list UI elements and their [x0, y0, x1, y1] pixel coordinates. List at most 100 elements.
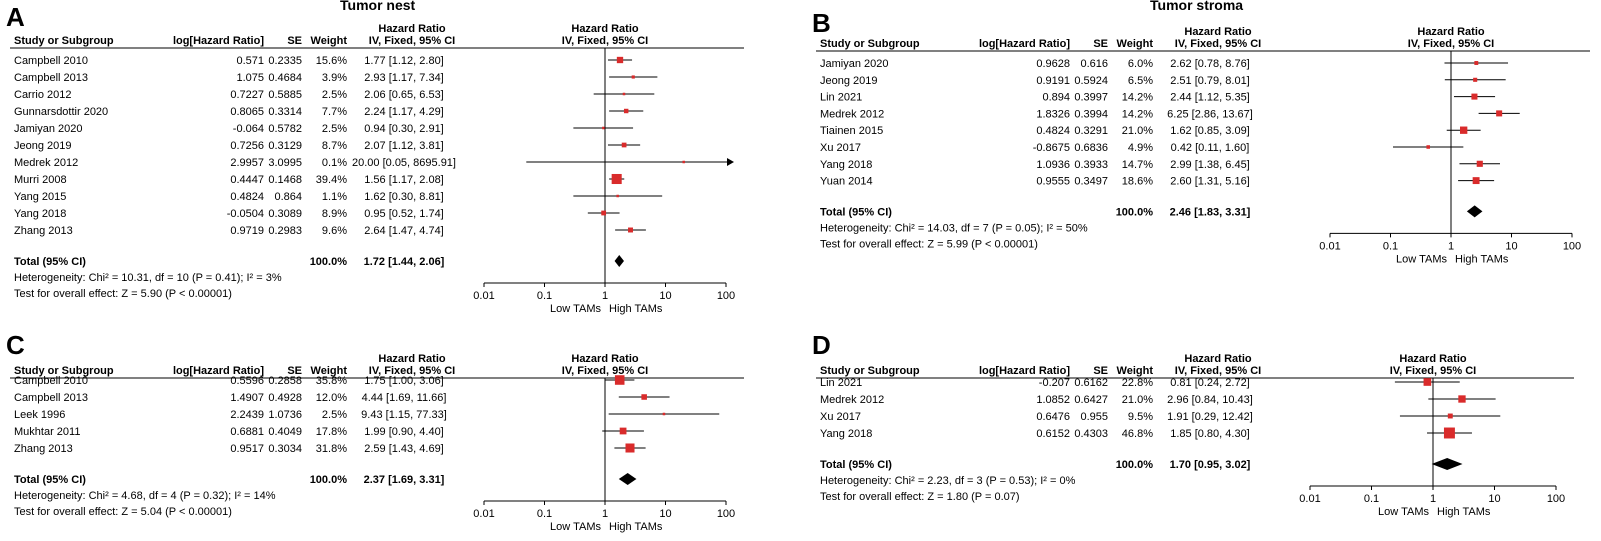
- study-log-hr: -0.8675: [1033, 142, 1070, 154]
- study-name: Medrek 2012: [820, 108, 884, 120]
- study-ci: 0.94 [0.30, 2.91]: [364, 123, 444, 135]
- study-marker: [1471, 93, 1478, 100]
- study-ci: 2.62 [0.78, 8.76]: [1170, 58, 1250, 70]
- study-log-hr: 0.9555: [1036, 176, 1070, 188]
- overall-effect-note: Test for overall effect: Z = 5.90 (P < 0…: [14, 288, 232, 300]
- study-log-hr: 0.894: [1042, 92, 1070, 104]
- study-se: 0.4928: [268, 392, 302, 404]
- study-weight: 14.2%: [1122, 92, 1153, 104]
- ci-overflow-arrow: [727, 158, 734, 166]
- study-log-hr: -0.207: [1039, 377, 1070, 389]
- total-label: Total (95% CI): [820, 459, 892, 471]
- study-se: 0.3034: [268, 443, 302, 455]
- x-tick-label: 100: [717, 508, 735, 520]
- study-weight: 9.5%: [1128, 411, 1153, 423]
- study-se: 0.4049: [268, 426, 302, 438]
- study-se: 0.3314: [268, 106, 302, 118]
- study-marker: [1476, 160, 1483, 167]
- col-header-se: SE: [1093, 365, 1108, 377]
- study-weight: 31.8%: [316, 443, 347, 455]
- study-marker: [601, 210, 607, 216]
- study-log-hr: -0.0504: [227, 208, 264, 220]
- study-marker: [682, 160, 685, 164]
- study-log-hr: 0.4824: [230, 191, 264, 203]
- x-tick-label: 0.1: [1383, 240, 1398, 252]
- study-se: 0.5885: [268, 89, 302, 101]
- total-diamond: [618, 473, 637, 485]
- col-header-weight: Weight: [311, 35, 348, 47]
- study-weight: 17.8%: [316, 426, 347, 438]
- x-label-low: Low TAMs: [550, 303, 601, 315]
- x-label-high: High TAMs: [609, 303, 663, 315]
- total-weight: 100.0%: [310, 474, 348, 486]
- study-ci: 2.51 [0.79, 8.01]: [1170, 75, 1250, 87]
- plot-header-top: Hazard Ratio: [1399, 353, 1467, 365]
- study-log-hr: 0.8065: [230, 106, 264, 118]
- study-marker: [1458, 395, 1466, 403]
- study-se: 0.3291: [1074, 125, 1108, 137]
- col-header-study: Study or Subgroup: [820, 38, 920, 50]
- study-name: Mukhtar 2011: [14, 426, 80, 438]
- panel-letter: C: [6, 330, 25, 360]
- study-name: Medrek 2012: [820, 394, 884, 406]
- x-tick-label: 0.1: [537, 290, 552, 302]
- study-weight: 15.6%: [316, 55, 347, 67]
- x-label-low: Low TAMs: [550, 521, 601, 533]
- total-ci: 1.70 [0.95, 3.02]: [1170, 459, 1251, 471]
- study-ci: 2.59 [1.43, 4.69]: [364, 443, 444, 455]
- col-header-log-hr: log[Hazard Ratio]: [173, 365, 264, 377]
- study-log-hr: 0.9719: [230, 225, 264, 237]
- col-header-weight: Weight: [311, 365, 348, 377]
- study-weight: 35.8%: [316, 375, 347, 387]
- study-log-hr: 2.2439: [230, 409, 264, 421]
- study-ci: 1.91 [0.29, 12.42]: [1167, 411, 1253, 423]
- study-name: Yang 2018: [14, 208, 66, 220]
- study-weight: 2.5%: [322, 123, 347, 135]
- col-header-log-hr: log[Hazard Ratio]: [173, 35, 264, 47]
- study-name: Lin 2021: [820, 92, 862, 104]
- study-ci: 2.99 [1.38, 6.45]: [1170, 159, 1250, 171]
- study-ci: 1.77 [1.12, 2.80]: [364, 55, 444, 67]
- study-log-hr: 2.9957: [230, 157, 264, 169]
- study-se: 0.3994: [1074, 108, 1108, 120]
- study-weight: 8.7%: [322, 140, 347, 152]
- total-ci: 2.37 [1.69, 3.31]: [364, 474, 445, 486]
- heterogeneity-note: Heterogeneity: Chi² = 2.23, df = 3 (P = …: [820, 475, 1076, 487]
- x-tick-label: 0.01: [1319, 240, 1340, 252]
- study-se: 0.6427: [1074, 394, 1108, 406]
- study-se: 0.4303: [1074, 428, 1108, 440]
- total-diamond: [1466, 205, 1483, 218]
- study-ci: 1.85 [0.80, 4.30]: [1170, 428, 1250, 440]
- study-log-hr: 0.9191: [1036, 75, 1070, 87]
- study-name: Jeong 2019: [820, 75, 878, 87]
- study-weight: 18.6%: [1122, 176, 1153, 188]
- study-se: 0.3997: [1074, 92, 1108, 104]
- study-name: Jamiyan 2020: [14, 123, 83, 135]
- x-label-low: Low TAMs: [1378, 506, 1429, 518]
- col-header-study: Study or Subgroup: [820, 365, 920, 377]
- study-marker: [614, 375, 625, 385]
- study-marker: [1447, 413, 1453, 419]
- study-se: 0.6162: [1074, 377, 1108, 389]
- plot-header-top: Hazard Ratio: [571, 23, 639, 35]
- study-marker: [621, 142, 627, 148]
- study-marker: [622, 92, 626, 96]
- study-marker: [611, 173, 622, 185]
- panel-title: Tumor stroma: [1150, 0, 1243, 13]
- study-ci: 2.64 [1.47, 4.74]: [364, 225, 444, 237]
- study-ci: 1.62 [0.85, 3.09]: [1170, 125, 1250, 137]
- study-se: 0.2983: [268, 225, 302, 237]
- study-weight: 39.4%: [316, 174, 347, 186]
- study-name: Xu 2017: [820, 411, 861, 423]
- study-weight: 4.9%: [1128, 142, 1153, 154]
- study-name: Leek 1996: [14, 409, 65, 421]
- study-log-hr: 0.4824: [1036, 125, 1070, 137]
- study-weight: 2.5%: [322, 409, 347, 421]
- study-marker: [1426, 145, 1430, 149]
- study-marker: [1443, 427, 1455, 439]
- study-log-hr: 0.7256: [230, 140, 264, 152]
- study-ci: 0.81 [0.24, 2.72]: [1170, 377, 1250, 389]
- study-weight: 14.7%: [1122, 159, 1153, 171]
- study-ci: 1.75 [1.00, 3.06]: [364, 375, 444, 387]
- x-tick-label: 0.1: [537, 508, 552, 520]
